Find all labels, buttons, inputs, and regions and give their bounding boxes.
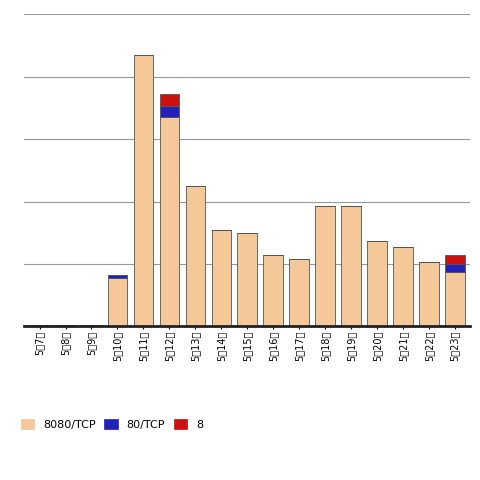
Bar — [419, 263, 439, 326]
Bar — [393, 247, 413, 326]
Bar — [82, 325, 101, 326]
Bar — [56, 325, 75, 326]
Bar — [445, 272, 465, 326]
Bar — [160, 94, 179, 107]
Bar — [186, 186, 205, 326]
Bar — [30, 325, 49, 326]
Bar — [108, 275, 127, 278]
Bar — [133, 55, 153, 326]
Bar — [341, 206, 361, 326]
Legend: 8080/TCP, 80/TCP, 8: 8080/TCP, 80/TCP, 8 — [21, 420, 204, 430]
Bar — [289, 259, 309, 326]
Bar — [212, 230, 231, 326]
Bar — [264, 254, 283, 326]
Bar — [108, 278, 127, 326]
Bar — [445, 264, 465, 272]
Bar — [367, 240, 387, 326]
Bar — [160, 107, 179, 118]
Bar — [445, 254, 465, 264]
Bar — [238, 233, 257, 326]
Bar — [315, 206, 335, 326]
Bar — [160, 118, 179, 326]
